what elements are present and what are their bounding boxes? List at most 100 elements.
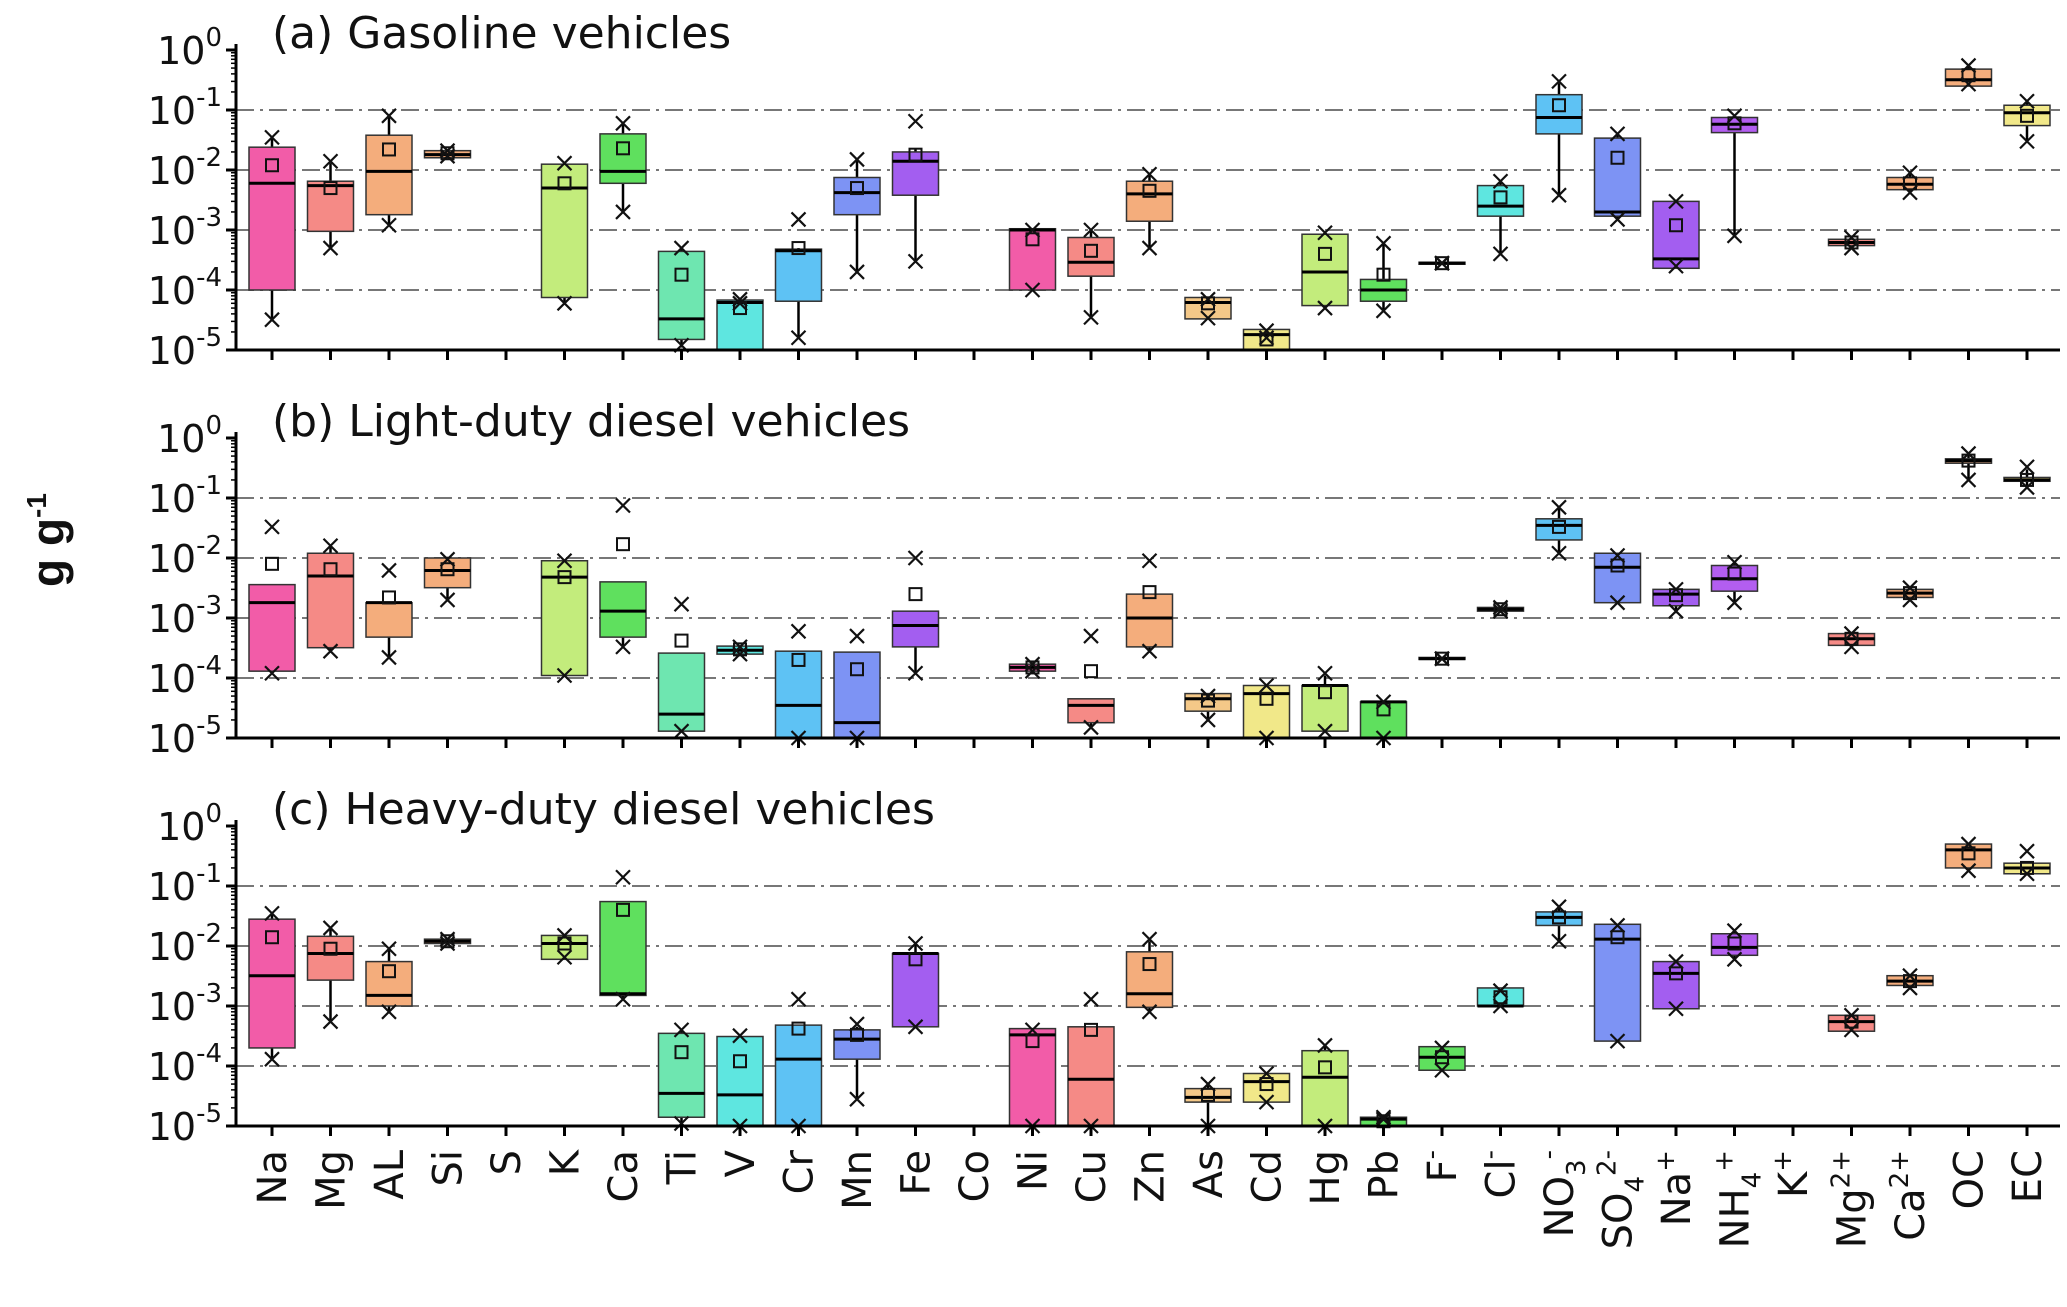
box	[2003, 104, 2051, 127]
box	[1593, 137, 1642, 217]
box	[657, 250, 706, 341]
extreme-marker	[1200, 310, 1216, 326]
extreme-marker	[790, 991, 807, 1007]
extreme-marker	[1668, 953, 1684, 970]
box	[1535, 93, 1583, 135]
mean-marker	[674, 267, 689, 282]
extreme-marker	[1024, 282, 1041, 298]
extreme-marker	[907, 113, 924, 130]
extreme-marker	[556, 295, 573, 312]
box-2-18	[1301, 1037, 1349, 1134]
mean-marker	[908, 952, 923, 967]
mean-marker	[1435, 651, 1449, 666]
extreme-marker	[322, 920, 339, 936]
box-0-23	[1593, 126, 1642, 228]
extreme-marker	[1375, 303, 1392, 319]
extreme-marker	[1375, 1111, 1392, 1127]
box-1-7	[657, 596, 706, 739]
extreme-marker	[264, 905, 280, 922]
box-1-15	[1125, 552, 1174, 659]
box-0-22	[1535, 73, 1583, 203]
extreme-marker	[264, 519, 280, 535]
extreme-marker	[1141, 166, 1158, 183]
box-1-13	[1008, 656, 1057, 679]
mean-marker	[1318, 246, 1332, 261]
extreme-marker	[1317, 300, 1333, 316]
mean-marker	[616, 141, 630, 156]
box	[1125, 593, 1174, 648]
box-2-17	[1242, 1065, 1291, 1110]
extreme-marker	[1141, 1004, 1158, 1020]
extreme-marker	[381, 108, 397, 124]
mean-marker	[850, 662, 864, 677]
box	[1652, 960, 1700, 1010]
extreme-marker	[1551, 899, 1567, 915]
extreme-marker	[1492, 998, 1509, 1014]
extreme-marker	[322, 1013, 339, 1030]
x-tick-label: Cr	[777, 1149, 823, 1194]
extreme-marker	[1200, 712, 1216, 728]
y-tick-label: 10-5	[148, 1099, 222, 1149]
box-0-5	[540, 155, 589, 312]
box	[1301, 684, 1349, 732]
mean-marker	[1084, 664, 1098, 679]
y-tick-label: 10-4	[148, 263, 222, 313]
y-tick-label: 10-5	[148, 711, 222, 761]
mean-marker	[1376, 267, 1391, 282]
extreme-marker	[732, 291, 748, 308]
extreme-marker	[1960, 836, 1977, 852]
box	[365, 960, 413, 1007]
box-0-24	[1652, 193, 1700, 274]
y-tick-label: 10-1	[148, 83, 222, 133]
extreme-marker	[1200, 688, 1216, 704]
box-2-20	[1418, 1040, 1466, 1079]
extreme-marker	[264, 665, 280, 682]
mean-marker	[1610, 150, 1625, 165]
extreme-marker	[2019, 843, 2035, 859]
box-0-13	[1008, 222, 1057, 298]
x-tick-label: Na+	[1651, 1150, 1700, 1226]
extreme-marker	[790, 211, 807, 228]
x-tick-label: Si	[426, 1150, 472, 1187]
extreme-marker	[1258, 677, 1275, 694]
panel-2: 100 10-1 10-2 10-3 10-4 10-5 (b) Light-duty di…	[148, 396, 2060, 761]
box-2-0	[248, 905, 296, 1067]
extreme-marker	[1083, 991, 1099, 1007]
extreme-marker	[1668, 581, 1684, 598]
extreme-marker	[1083, 719, 1099, 736]
x-tick-label: Ca2+	[1885, 1150, 1934, 1241]
mean-marker	[557, 176, 572, 191]
mean-marker	[1025, 232, 1040, 247]
box-2-1	[306, 920, 355, 1030]
extreme-marker	[673, 240, 690, 256]
extreme-marker	[1726, 108, 1743, 124]
extreme-marker	[1726, 922, 1743, 939]
box	[306, 180, 355, 233]
extreme-marker	[322, 240, 339, 256]
mean-marker	[1318, 685, 1332, 700]
extreme-marker	[1258, 1094, 1275, 1110]
y-axis-title: g g-1	[21, 493, 74, 587]
y-tick-label: 10-4	[148, 1039, 222, 1089]
x-tick-label: Ti	[660, 1150, 706, 1185]
box-2-30	[2003, 843, 2051, 882]
extreme-marker	[381, 940, 397, 957]
box	[1301, 233, 1349, 307]
mean-marker	[1903, 176, 1917, 191]
extreme-marker	[1434, 255, 1450, 271]
box-1-18	[1301, 665, 1349, 739]
y-tick-label: 10-2	[148, 531, 222, 581]
box-0-3	[423, 142, 472, 164]
box	[1125, 180, 1174, 222]
extreme-marker	[322, 643, 339, 659]
box-2-23	[1593, 917, 1642, 1049]
x-tick-label: Cu	[1069, 1150, 1115, 1203]
box-1-23	[1593, 547, 1642, 611]
extreme-marker	[732, 295, 748, 312]
extreme-marker	[1668, 1000, 1684, 1017]
box-1-5	[540, 552, 589, 684]
box-2-7	[657, 1022, 706, 1132]
extreme-marker	[849, 1091, 865, 1107]
x-tick-label: OC	[1947, 1150, 1993, 1209]
